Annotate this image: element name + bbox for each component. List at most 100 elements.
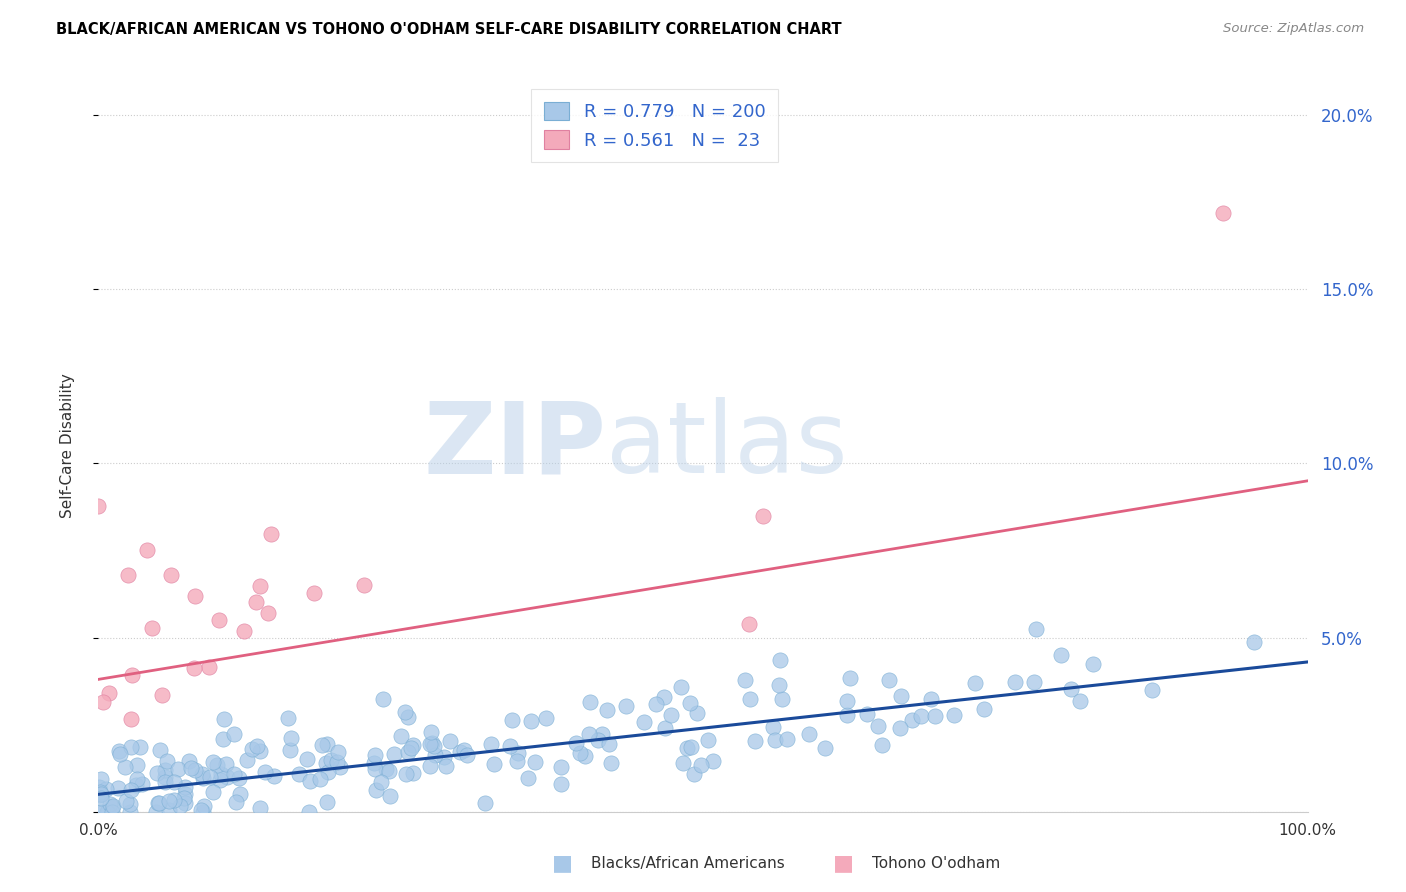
Point: [856, 707, 879, 722]
Point: [744, 734, 766, 748]
Point: [174, 780, 197, 794]
Point: [308, 772, 330, 786]
Point: [1212, 205, 1234, 219]
Point: [120, 783, 142, 797]
Point: [420, 725, 443, 739]
Point: [101, 798, 124, 813]
Point: [212, 712, 235, 726]
Point: [364, 762, 387, 776]
Point: [120, 712, 142, 726]
Point: [209, 767, 232, 781]
Point: [578, 726, 600, 740]
Point: [910, 708, 932, 723]
Point: [129, 739, 152, 754]
Point: [654, 721, 676, 735]
Point: [456, 747, 478, 762]
Point: [157, 803, 180, 817]
Point: [87, 780, 110, 794]
Point: [395, 767, 418, 781]
Point: [316, 737, 339, 751]
Point: [108, 744, 131, 758]
Point: [868, 719, 890, 733]
Point: [517, 772, 540, 786]
Point: [253, 765, 276, 780]
Point: [87, 499, 110, 513]
Point: [363, 756, 385, 771]
Point: [190, 804, 212, 818]
Point: [125, 778, 148, 792]
Point: [163, 775, 186, 789]
Point: [434, 759, 457, 773]
Point: [536, 711, 558, 725]
Point: [148, 796, 170, 810]
Point: [249, 579, 271, 593]
Point: [295, 752, 318, 766]
Point: [1022, 675, 1045, 690]
Point: [363, 748, 385, 763]
Point: [364, 783, 387, 797]
Point: [380, 789, 402, 803]
Point: [686, 706, 709, 721]
Point: [114, 760, 136, 774]
Point: [240, 742, 263, 756]
Point: [215, 770, 238, 784]
Point: [148, 797, 170, 811]
Point: [678, 696, 700, 710]
Point: [183, 661, 205, 675]
Point: [683, 767, 706, 781]
Point: [433, 750, 456, 764]
Point: [249, 801, 271, 815]
Point: [153, 770, 176, 784]
Point: [302, 586, 325, 600]
Point: [298, 805, 321, 819]
Point: [633, 714, 655, 729]
Point: [145, 765, 167, 780]
Point: [228, 771, 250, 785]
Point: [120, 739, 142, 754]
Point: [198, 660, 221, 674]
Point: [669, 680, 692, 694]
Point: [889, 721, 911, 735]
Point: [1140, 682, 1163, 697]
Point: [738, 692, 761, 706]
Point: [614, 698, 637, 713]
Point: [201, 755, 224, 769]
Text: atlas: atlas: [606, 398, 848, 494]
Point: [402, 738, 425, 752]
Point: [183, 763, 205, 777]
Point: [599, 756, 621, 770]
Point: [370, 775, 392, 789]
Point: [578, 695, 600, 709]
Point: [474, 796, 496, 810]
Point: [1060, 682, 1083, 697]
Point: [91, 805, 114, 819]
Point: [208, 613, 231, 627]
Point: [90, 772, 112, 786]
Point: [89, 788, 111, 802]
Point: [697, 733, 720, 747]
Point: [586, 733, 609, 747]
Point: [224, 767, 246, 781]
Point: [814, 740, 837, 755]
Point: [453, 742, 475, 756]
Point: [193, 798, 215, 813]
Point: [422, 739, 444, 753]
Point: [326, 745, 349, 759]
Point: [232, 624, 254, 638]
Point: [419, 758, 441, 772]
Point: [229, 787, 252, 801]
Point: [1081, 657, 1104, 671]
Point: [100, 799, 122, 814]
Point: [125, 758, 148, 772]
Point: [401, 766, 423, 780]
Point: [420, 736, 443, 750]
Point: [550, 777, 572, 791]
Point: [973, 702, 995, 716]
Point: [423, 747, 446, 762]
Point: [236, 753, 259, 767]
Point: [191, 805, 214, 819]
Text: Tohono O'odham: Tohono O'odham: [872, 856, 1000, 871]
Point: [835, 694, 858, 708]
Point: [89, 805, 111, 819]
Point: [215, 757, 238, 772]
